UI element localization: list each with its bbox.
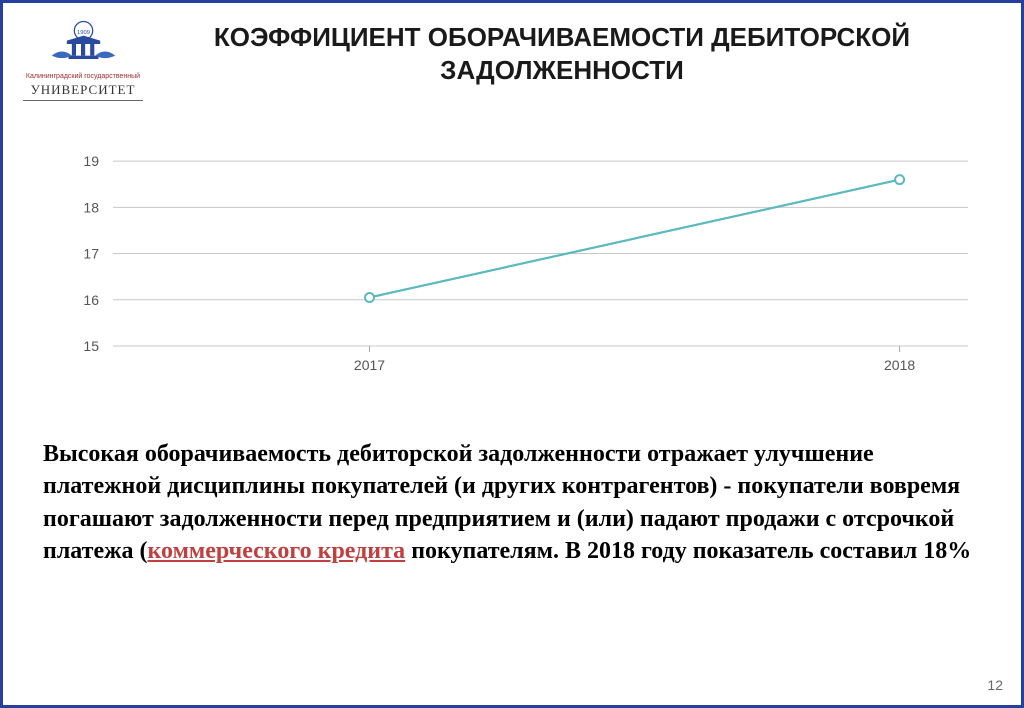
y-tick-label: 16 bbox=[83, 292, 99, 308]
x-tick-label: 2018 bbox=[884, 357, 915, 373]
university-logo-icon: 1909 bbox=[41, 19, 126, 69]
chart-marker bbox=[895, 175, 904, 184]
x-tick-label: 2017 bbox=[354, 357, 385, 373]
chart-marker bbox=[365, 293, 374, 302]
slide-frame: 1909 Калининградский государственный УНИ… bbox=[0, 0, 1024, 708]
page-number: 12 bbox=[987, 677, 1003, 693]
y-tick-label: 15 bbox=[83, 338, 99, 354]
commercial-credit-link[interactable]: коммерческого кредита bbox=[148, 538, 406, 564]
logo-subtext: Калининградский государственный bbox=[23, 73, 143, 80]
logo-university-text: УНИВЕРСИТЕТ bbox=[23, 82, 143, 101]
slide-title: КОЭФФИЦИЕНТ ОБОРАЧИВАЕМОСТИ ДЕБИТОРСКОЙ … bbox=[163, 13, 1001, 86]
y-tick-label: 18 bbox=[83, 199, 99, 215]
body-paragraph: Высокая оборачиваемость дебиторской задо… bbox=[43, 438, 981, 568]
logo-block: 1909 Калининградский государственный УНИ… bbox=[23, 13, 143, 101]
turnover-chart: 15 16 17 18 19 2017 2018 bbox=[43, 128, 983, 388]
svg-text:1909: 1909 bbox=[77, 30, 90, 36]
y-tick-label: 19 bbox=[83, 153, 99, 169]
chart-svg: 15 16 17 18 19 2017 2018 bbox=[43, 128, 983, 388]
header: 1909 Калининградский государственный УНИ… bbox=[3, 3, 1021, 101]
body-text-after: покупателям. В 2018 году показатель сост… bbox=[405, 538, 971, 564]
chart-line bbox=[370, 180, 900, 298]
y-tick-label: 17 bbox=[83, 246, 99, 262]
